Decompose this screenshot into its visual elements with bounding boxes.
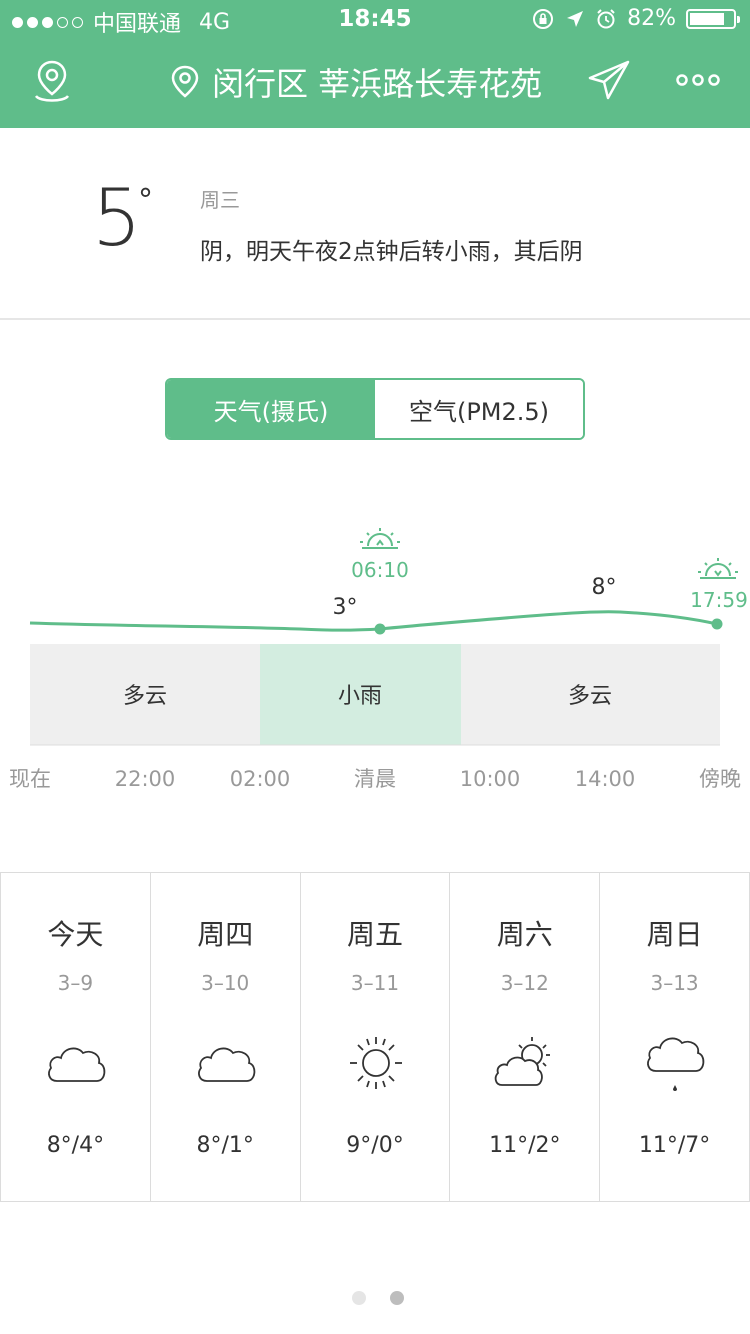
- page-dot[interactable]: [352, 1291, 366, 1305]
- time-label: 02:00: [230, 767, 291, 791]
- cloud-icon: [197, 1047, 256, 1082]
- degree-symbol: °: [138, 183, 153, 218]
- condition-band: [30, 644, 260, 745]
- location-pin-icon: [171, 65, 199, 98]
- forecast-day-name: 今天: [47, 918, 104, 951]
- battery-icon: [686, 8, 740, 29]
- status-bar: 中国联通 4G 18:45 82%: [0, 0, 750, 40]
- forecast-day-card[interactable]: 周日 3–13 11°/7°: [599, 872, 750, 1202]
- sunset-time: 17:59: [690, 588, 748, 612]
- sunrise-point: [374, 623, 386, 635]
- sunset-point: [711, 618, 723, 630]
- page-dot-active[interactable]: [390, 1291, 404, 1305]
- forecast-day-name: 周日: [646, 918, 703, 951]
- condition-band: [461, 644, 720, 745]
- daily-forecast: 今天 3–9 8°/4° 周四 3–10 8°/1° 周五 3–11 9°: [0, 872, 750, 1202]
- network-type: 4G: [199, 9, 231, 35]
- status-right: 82%: [531, 6, 740, 31]
- sunrise-time: 06:10: [351, 558, 409, 582]
- cloud-icon: [48, 1047, 106, 1082]
- condition-label: 小雨: [338, 684, 382, 709]
- location-arrow-icon: [567, 10, 584, 27]
- forecast-date: 3–10: [201, 971, 250, 995]
- location-name: 闵行区 莘浜路长寿花苑: [212, 65, 543, 103]
- condition-label: 多云: [123, 684, 167, 709]
- weather-summary: 阴，明天午夜2点钟后转小雨，其后阴: [200, 239, 583, 265]
- signal-dot: [72, 16, 83, 28]
- alarm-icon: [597, 8, 615, 28]
- forecast-date: 3–12: [500, 971, 549, 995]
- time-label: 10:00: [460, 767, 521, 791]
- mode-switch: 天气(摄氏) 空气(PM2.5): [165, 378, 585, 440]
- time-label: 清晨: [354, 767, 396, 791]
- forecast-day-card[interactable]: 今天 3–9 8°/4°: [0, 872, 151, 1202]
- current-weather: 5 ° 周三 阴，明天午夜2点钟后转小雨，其后阴: [0, 128, 750, 320]
- carrier-info: 中国联通 4G: [12, 6, 230, 38]
- time-label: 傍晚: [699, 767, 741, 791]
- sunset-icon: [698, 558, 738, 579]
- forecast-date: 3–13: [650, 971, 699, 995]
- hourly-chart: 多云 小雨 多云 3° 8° 06:10 17:59 现在 22:00 02:0…: [9, 528, 748, 791]
- temperature-line: [29, 610, 718, 632]
- location-title[interactable]: 闵行区 莘浜路长寿花苑: [170, 58, 542, 106]
- signal-dot: [57, 16, 68, 28]
- forecast-day-name: 周四: [197, 918, 254, 951]
- forecast-day-name: 周五: [346, 918, 403, 951]
- forecast-temps: 11°/2°: [489, 1133, 561, 1158]
- forecast-date: 3–9: [57, 971, 94, 995]
- condition-label: 多云: [568, 684, 612, 709]
- forecast-day-card[interactable]: 周四 3–10 8°/1°: [149, 872, 301, 1202]
- max-temp-label: 8°: [592, 575, 617, 600]
- time-label: 22:00: [115, 767, 176, 791]
- more-options-icon[interactable]: [676, 70, 720, 90]
- share-send-icon[interactable]: [588, 60, 630, 100]
- page-indicator[interactable]: [352, 1291, 404, 1305]
- forecast-temps: 8°/4°: [46, 1133, 105, 1158]
- time-label: 14:00: [575, 767, 636, 791]
- current-weekday: 周三: [200, 188, 240, 212]
- signal-dot: [12, 16, 23, 28]
- tab-weather[interactable]: 天气(摄氏): [167, 380, 375, 438]
- sunrise-icon: [360, 528, 400, 549]
- tab-air-quality[interactable]: 空气(PM2.5): [375, 380, 583, 438]
- app-header: 中国联通 4G 18:45 82% 闵行区 莘浜路长寿花苑: [0, 0, 750, 128]
- condition-band-highlight: [260, 644, 461, 745]
- forecast-day-card[interactable]: 周六 3–12 11°/2°: [449, 872, 601, 1202]
- rotation-lock-icon: [533, 8, 554, 29]
- clock: 18:45: [338, 6, 412, 32]
- battery-percent: 82%: [627, 6, 676, 31]
- time-label: 现在: [9, 767, 51, 791]
- forecast-temps: 8°/1°: [196, 1133, 254, 1158]
- partly-cloudy-icon: [495, 1037, 551, 1086]
- carrier-name: 中国联通: [93, 12, 182, 37]
- location-pin-icon[interactable]: [30, 58, 74, 104]
- current-temperature: 5: [92, 174, 142, 264]
- forecast-temps: 9°/0°: [346, 1133, 404, 1158]
- forecast-date: 3–11: [350, 971, 400, 995]
- forecast-day-card[interactable]: 周五 3–11 9°/0°: [299, 872, 451, 1202]
- rain-cloud-icon: [647, 1037, 705, 1091]
- sun-icon: [349, 1037, 402, 1089]
- forecast-day-name: 周六: [496, 918, 553, 951]
- forecast-temps: 11°/7°: [638, 1133, 711, 1158]
- min-temp-label: 3°: [333, 595, 358, 620]
- signal-dot: [27, 16, 38, 28]
- signal-dot: [42, 16, 53, 28]
